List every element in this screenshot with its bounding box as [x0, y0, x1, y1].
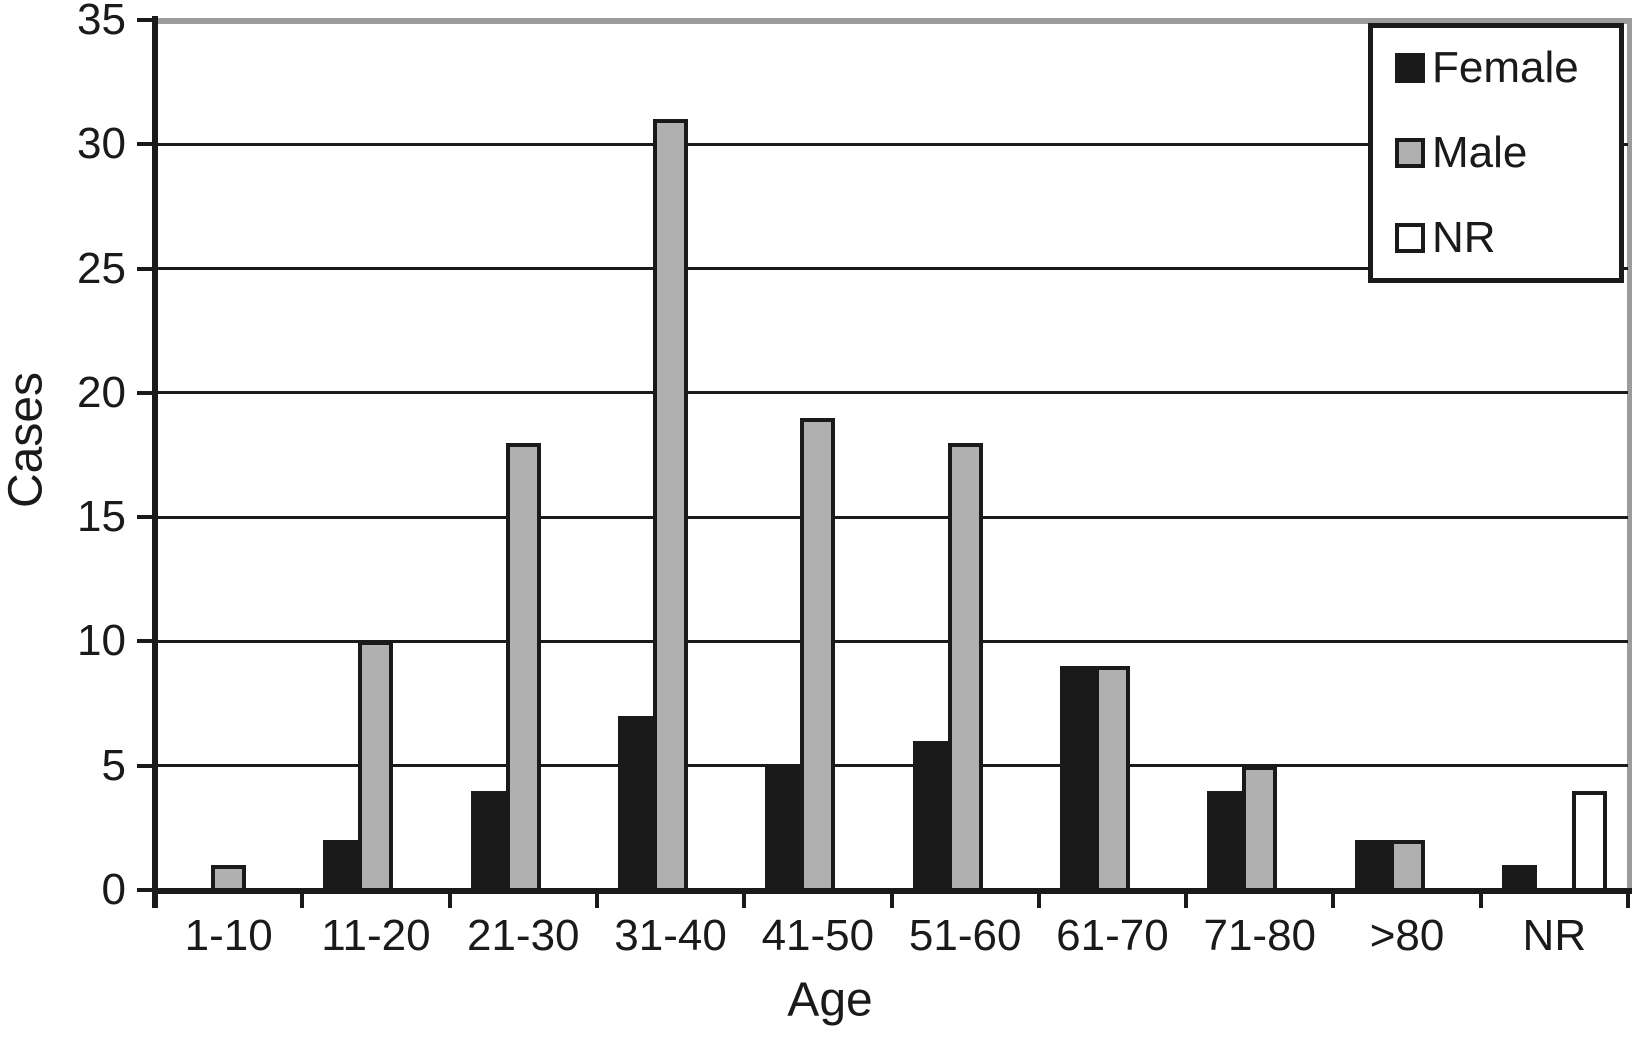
bar-male-61-70: [1094, 666, 1130, 893]
y-tick-0: [137, 888, 155, 892]
x-tick-6: [1036, 893, 1041, 908]
bar-female-51-60: [912, 740, 948, 893]
y-tick-label-20: 20: [77, 367, 126, 417]
x-label-11-20: 11-20: [321, 911, 431, 960]
x-tick-3: [594, 893, 599, 908]
plot-frame-top-border: [155, 18, 1632, 24]
y-tick-label-35: 35: [77, 0, 126, 44]
x-tick-5: [889, 893, 894, 908]
legend-item-female: Female: [1395, 44, 1611, 92]
legend: Female Male NR: [1368, 23, 1624, 283]
bar-male-71-80: [1242, 765, 1278, 893]
bar-female-41-50: [765, 765, 801, 893]
x-tick-1: [300, 893, 305, 908]
x-label-1-10: 1-10: [184, 911, 273, 960]
male-swatch-icon: [1395, 138, 1425, 168]
y-tick-30: [137, 142, 155, 147]
x-tick-8: [1331, 893, 1336, 908]
nr-swatch-icon: [1395, 223, 1425, 253]
plot-frame-right-border: [1627, 18, 1632, 894]
gridline-10: [155, 639, 1628, 643]
bar-male-gt80: [1389, 840, 1425, 893]
legend-item-nr: NR: [1395, 214, 1611, 262]
y-tick-10: [137, 639, 155, 644]
y-tick-20: [137, 390, 155, 395]
x-tick-9: [1478, 893, 1483, 908]
x-label-41-50: 41-50: [761, 911, 875, 960]
bar-male-31-40: [653, 119, 689, 893]
y-tick-label-10: 10: [77, 616, 126, 666]
bar-female-71-80: [1207, 790, 1243, 893]
x-label-nr: NR: [1522, 911, 1587, 960]
gridline-5: [155, 764, 1628, 768]
x-tick-7: [1184, 893, 1189, 908]
y-tick-5: [137, 763, 155, 768]
gridline-25: [155, 267, 1628, 271]
y-axis-line: [152, 16, 158, 908]
bar-female-11-20: [323, 840, 359, 893]
legend-item-male: Male: [1395, 129, 1611, 177]
x-label-71-80: 71-80: [1203, 911, 1317, 960]
bar-male-21-30: [505, 442, 541, 893]
gridline-20: [155, 391, 1628, 395]
x-axis-title: Age: [787, 973, 873, 1027]
bar-nr-nr: [1571, 790, 1607, 893]
y-tick-35: [137, 18, 155, 22]
y-axis-title: Cases: [0, 371, 53, 509]
x-label-61-70: 61-70: [1056, 911, 1169, 960]
bar-male-51-60: [947, 442, 983, 893]
x-tick-2: [447, 893, 452, 908]
legend-label-nr: NR: [1432, 213, 1496, 262]
y-tick-25: [137, 266, 155, 271]
x-tick-4: [742, 893, 747, 908]
bar-female-21-30: [470, 790, 506, 893]
y-tick-label-5: 5: [101, 740, 126, 790]
legend-label-male: Male: [1432, 128, 1528, 177]
y-tick-label-15: 15: [77, 492, 126, 542]
bar-female-gt80: [1354, 840, 1390, 893]
x-tick-0: [153, 893, 157, 908]
gridline-15: [155, 515, 1628, 519]
y-tick-label-0: 0: [101, 865, 126, 914]
y-tick-15: [137, 515, 155, 520]
x-label-21-30: 21-30: [466, 911, 580, 960]
bar-female-31-40: [618, 716, 654, 893]
bar-male-41-50: [800, 417, 836, 893]
female-swatch-icon: [1395, 53, 1425, 83]
bar-male-11-20: [358, 641, 394, 893]
x-label-gt80: >80: [1369, 911, 1445, 960]
x-tick-10: [1626, 893, 1630, 908]
y-tick-label-30: 30: [77, 119, 126, 169]
x-label-31-40: 31-40: [614, 911, 727, 960]
x-axis-line: [152, 888, 1632, 894]
y-tick-label-25: 25: [77, 243, 126, 293]
bar-female-61-70: [1059, 666, 1095, 893]
x-label-51-60: 51-60: [908, 911, 1022, 960]
gridline-30: [155, 142, 1628, 146]
legend-label-female: Female: [1432, 43, 1579, 92]
